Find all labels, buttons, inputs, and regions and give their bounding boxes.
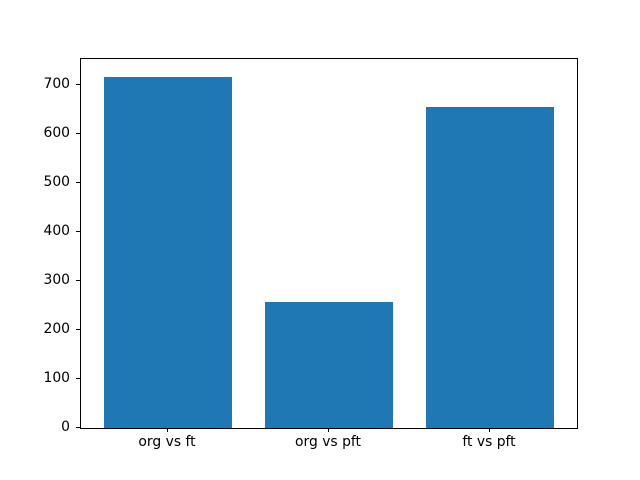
x-tick-mark xyxy=(167,428,168,432)
y-tick-label: 500 xyxy=(43,174,70,191)
y-tick-label: 400 xyxy=(43,223,70,240)
y-tick-mark xyxy=(76,427,80,428)
y-tick-mark xyxy=(76,182,80,184)
bar-org-vs-pft xyxy=(264,301,394,428)
bar-ft-vs-pft xyxy=(425,107,555,428)
x-tick-label-org-vs-ft: org vs ft xyxy=(138,434,196,450)
x-tick-label-org-vs-pft: org vs pft xyxy=(295,434,361,450)
x-tick-label-ft-vs-pft: ft vs pft xyxy=(462,434,516,450)
y-tick-mark xyxy=(76,280,80,282)
plot-area xyxy=(80,58,578,429)
y-tick-mark xyxy=(76,133,80,135)
y-tick-mark xyxy=(76,231,80,233)
y-tick-label: 600 xyxy=(43,125,70,142)
x-tick-mark xyxy=(328,428,329,432)
y-tick-label: 700 xyxy=(43,76,70,93)
y-tick-label: 0 xyxy=(61,419,70,435)
y-tick-label: 100 xyxy=(43,370,70,387)
y-tick-label: 300 xyxy=(43,272,70,289)
y-tick-mark xyxy=(76,84,80,86)
bar-org-vs-ft xyxy=(103,76,233,428)
y-tick-mark xyxy=(76,329,80,331)
x-tick-mark xyxy=(489,428,490,432)
y-tick-mark xyxy=(76,378,80,380)
y-tick-label: 200 xyxy=(43,321,70,338)
